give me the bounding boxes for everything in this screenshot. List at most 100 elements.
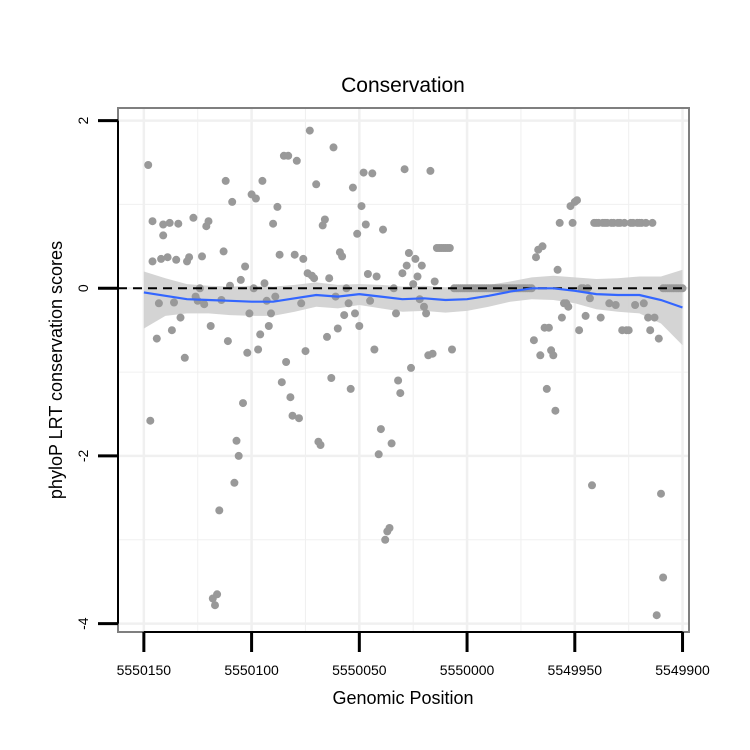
data-point [251, 194, 260, 203]
data-point [305, 126, 314, 135]
data-point [400, 165, 409, 174]
data-point [430, 277, 439, 286]
data-point [243, 348, 252, 357]
data-point [312, 180, 321, 189]
data-point [596, 313, 605, 322]
data-point [323, 332, 331, 341]
x-tick-label: 5549950 [548, 662, 603, 678]
chart-title: Conservation [341, 74, 465, 97]
data-point [172, 255, 181, 264]
data-point [551, 406, 560, 415]
data-point [292, 156, 301, 165]
data-point [239, 399, 247, 408]
data-point [167, 326, 176, 335]
data-point [385, 524, 394, 532]
data-point [236, 275, 245, 284]
data-point [221, 176, 230, 185]
data-point [295, 414, 303, 423]
data-point [219, 247, 228, 256]
data-point [646, 326, 655, 335]
data-point [258, 176, 267, 185]
data-point [346, 384, 355, 393]
data-point [241, 262, 250, 271]
data-point [325, 274, 334, 283]
data-point [232, 436, 241, 445]
data-point [340, 311, 349, 320]
data-point [230, 478, 239, 487]
data-point [413, 272, 422, 281]
data-point [264, 322, 273, 330]
data-point [420, 302, 428, 311]
data-point [353, 229, 362, 238]
data-point [344, 299, 353, 308]
smooth-line [143, 287, 683, 309]
data-point [641, 218, 650, 227]
data-point [267, 309, 275, 318]
data-point [564, 302, 573, 311]
data-point [417, 261, 426, 270]
x-tick-label: 5550150 [117, 662, 172, 678]
data-point [260, 279, 269, 288]
data-point [409, 280, 418, 289]
data-point [652, 611, 661, 620]
data-point [381, 535, 390, 544]
y-tick-label: -4 [75, 617, 91, 630]
data-point [273, 202, 282, 211]
data-point [170, 298, 178, 307]
data-point [269, 219, 278, 228]
data-point [581, 311, 590, 320]
data-point [611, 301, 620, 309]
data-point [148, 217, 157, 226]
data-point [215, 506, 224, 515]
data-point [644, 313, 653, 322]
points-layer [144, 126, 687, 620]
data-point [271, 292, 280, 301]
data-point [654, 334, 663, 343]
data-point [529, 336, 538, 345]
data-point [605, 299, 614, 308]
y-tick-label: 0 [75, 284, 91, 292]
data-point [387, 439, 396, 448]
data-point [297, 299, 306, 308]
data-point [631, 301, 640, 309]
data-point [678, 284, 687, 293]
smooth-line-layer [143, 287, 683, 309]
data-point [575, 326, 584, 335]
data-point [286, 393, 295, 402]
data-point [176, 313, 185, 322]
data-point [363, 270, 372, 278]
data-point [357, 202, 366, 211]
data-point [348, 183, 357, 192]
data-point [557, 313, 566, 322]
data-point [174, 219, 183, 228]
data-point [398, 269, 407, 278]
data-point [376, 425, 385, 434]
data-point [650, 313, 659, 322]
data-point [445, 244, 454, 252]
data-point [288, 411, 297, 420]
data-point [568, 218, 577, 227]
data-point [448, 345, 456, 354]
y-tick-label: 2 [75, 116, 91, 124]
data-point [620, 218, 629, 227]
data-point [544, 323, 553, 332]
data-point [428, 349, 437, 358]
data-point [404, 249, 413, 257]
x-axis-title: Genomic Position [332, 688, 473, 708]
data-point [206, 322, 215, 330]
data-point [396, 389, 405, 398]
data-point [573, 196, 581, 205]
data-point [426, 166, 435, 175]
data-point [189, 213, 198, 222]
data-point [355, 322, 364, 330]
data-point [538, 242, 547, 251]
data-point [148, 257, 157, 266]
data-point [154, 299, 163, 308]
data-point [198, 252, 206, 261]
data-point [366, 296, 375, 305]
data-point [157, 254, 166, 263]
data-point [284, 151, 293, 160]
data-point [553, 265, 562, 274]
